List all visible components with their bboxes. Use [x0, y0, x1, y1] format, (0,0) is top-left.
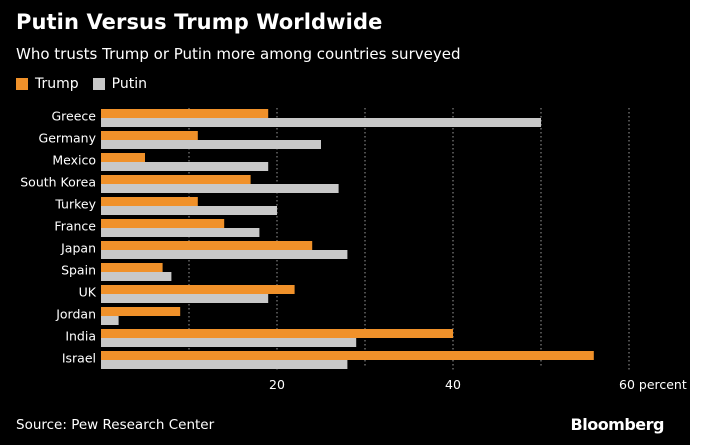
category-label: Jordan [55, 307, 96, 322]
bar-trump [101, 329, 453, 338]
bar-trump [101, 109, 269, 118]
x-tick-label: 40 [445, 377, 461, 392]
bar-chart: Greece Germany Mexico South Korea Turkey Fran… [20, 108, 687, 392]
bar-trump [101, 307, 181, 316]
bar-putin [101, 140, 321, 149]
bar-putin [101, 294, 269, 303]
bar-putin [101, 118, 541, 127]
bar-trump [101, 219, 225, 228]
bar-putin [101, 360, 348, 369]
x-tick-label: 60 percent [619, 377, 687, 392]
bar-trump [101, 263, 163, 272]
category-label: France [54, 219, 96, 234]
bar-putin [101, 250, 348, 259]
category-label: Spain [61, 263, 96, 278]
bar-putin [101, 272, 172, 281]
category-label: UK [79, 285, 97, 300]
bar-trump [101, 241, 313, 250]
x-tick-label: 20 [269, 377, 285, 392]
bar-trump [101, 197, 198, 206]
category-label: Japan [60, 241, 96, 256]
bar-putin [101, 228, 260, 237]
bar-putin [101, 316, 119, 325]
legend-swatch-putin [92, 78, 105, 90]
legend-swatch-trump [16, 78, 28, 90]
bar-trump [101, 285, 295, 294]
legend-label-trump: Trump [35, 76, 79, 92]
category-label: South Korea [20, 175, 96, 190]
category-label: Mexico [52, 153, 96, 168]
bar-trump [101, 175, 251, 184]
chart-subtitle: Who trusts Trump or Putin more among cou… [16, 45, 461, 63]
bar-putin [101, 206, 277, 215]
chart-title: Putin Versus Trump Worldwide [16, 10, 383, 34]
legend-item-trump: Trump [16, 76, 79, 92]
bloomberg-logo: Bloomberg [570, 415, 665, 434]
category-label: Turkey [54, 197, 96, 212]
legend-item-putin: Putin [92, 76, 147, 92]
bar-trump [101, 351, 594, 360]
legend-label-putin: Putin [111, 76, 147, 92]
bar-putin [101, 162, 269, 171]
source-note: Source: Pew Research Center [16, 417, 215, 433]
category-label: India [65, 329, 96, 344]
category-label: Greece [52, 109, 97, 124]
bar-trump [101, 153, 145, 162]
bar-putin [101, 184, 339, 193]
bar-putin [101, 338, 357, 347]
category-label: Germany [39, 131, 97, 146]
category-label: Israel [62, 351, 96, 366]
legend: Trump Putin [16, 76, 161, 92]
bar-trump [101, 131, 198, 140]
chart-card: Putin Versus Trump Worldwide Who trusts … [0, 0, 690, 445]
